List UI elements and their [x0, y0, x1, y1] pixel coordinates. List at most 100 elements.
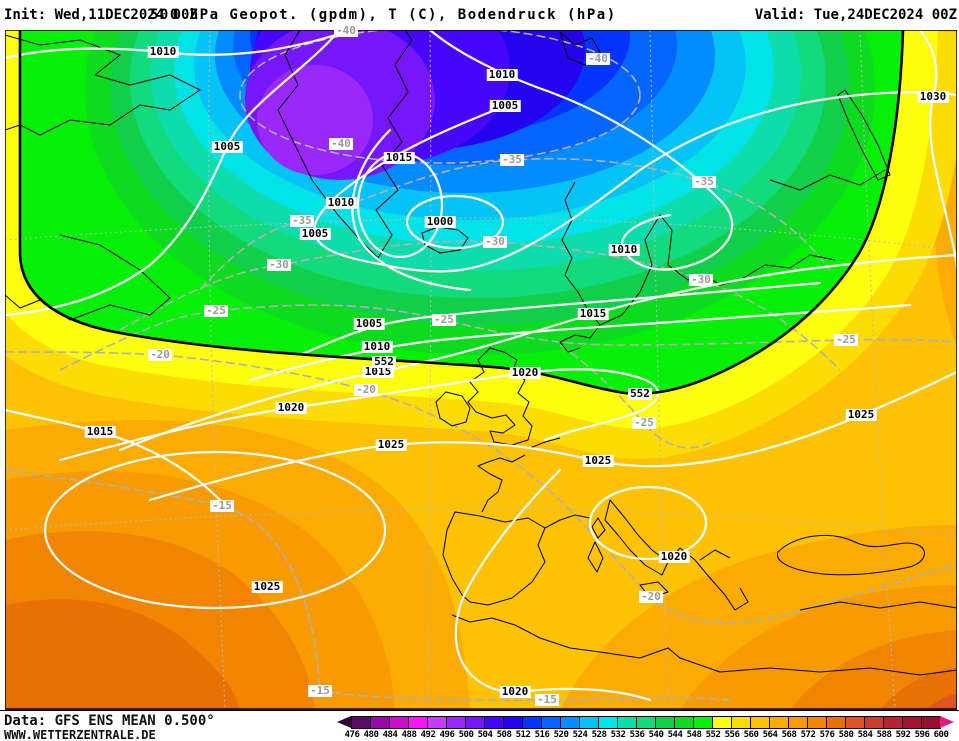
colorbar-tick-label: 504 — [477, 730, 493, 740]
colorbar-cell — [713, 717, 732, 728]
colorbar-cell — [637, 717, 656, 728]
colorbar-cell — [827, 717, 846, 728]
colorbar-tick-label: 600 — [933, 730, 949, 740]
colorbar-right-arrow — [940, 716, 954, 728]
temperature-label: -40 — [334, 24, 358, 37]
title-bar: Init: Wed,11DEC2024 00Z 500 hPa Geopot. … — [0, 0, 959, 30]
colorbar-tick-label: 516 — [534, 730, 550, 740]
isobar-label: 1025 — [375, 438, 407, 451]
colorbar-tick-label: 476 — [344, 730, 360, 740]
colorbar-tick-label: 596 — [914, 730, 930, 740]
temperature-label: -30 — [267, 258, 291, 271]
isobar-label: 1010 — [608, 243, 640, 256]
graticule — [5, 30, 957, 710]
colorbar-cell — [390, 717, 409, 728]
colorbar-tick-label: 556 — [724, 730, 740, 740]
colorbar-tick-label: 536 — [629, 730, 645, 740]
geopotential-label: 552 — [628, 387, 652, 400]
map-frame — [5, 30, 957, 710]
colorbar-tick-label: 564 — [762, 730, 778, 740]
colorbar-tick-label: 528 — [591, 730, 607, 740]
colorbar-cell — [542, 717, 561, 728]
colorbar-tick-label: 520 — [553, 730, 569, 740]
colorbar-tick-label: 500 — [458, 730, 474, 740]
colorbar-cell — [523, 717, 542, 728]
map-title: 500 hPa Geopot. (gpdm), T (C), Bodendruc… — [150, 7, 617, 23]
colorbar-tick-label: 484 — [382, 730, 398, 740]
colorbar-tick-label: 480 — [363, 730, 379, 740]
temperature-label: -35 — [692, 175, 716, 188]
temperature-label: -40 — [329, 137, 353, 150]
colorbar-cell — [922, 717, 940, 728]
colorbar-cell — [580, 717, 599, 728]
isobar-label: 1020 — [499, 685, 531, 698]
colorbar: 476 480 484 488 492 496 500 504 508 512 516 520 524 5… — [337, 716, 957, 741]
colorbar-cell — [903, 717, 922, 728]
temperature-label: -30 — [483, 235, 507, 248]
temperature-label: -30 — [689, 273, 713, 286]
colorbar-left-arrow — [337, 716, 351, 728]
colorbar-tick-label: 580 — [838, 730, 854, 740]
isobar-label: 1020 — [275, 401, 307, 414]
isobar-label: 1005 — [353, 317, 385, 330]
weather-map-svg — [5, 30, 957, 710]
colorbar-tick-label: 492 — [420, 730, 436, 740]
geopotential-552-contour — [18, 30, 905, 395]
isobar-label: 1015 — [383, 151, 415, 164]
colorbar-cell — [846, 717, 865, 728]
colorbar-tick-label: 548 — [686, 730, 702, 740]
colorbar-cell — [352, 717, 371, 728]
isobar-label: 1005 — [489, 99, 521, 112]
colorbar-tick-label: 488 — [401, 730, 417, 740]
website-label: WWW.WETTERZENTRALE.DE — [4, 728, 156, 741]
colorbar-tick-label: 560 — [743, 730, 759, 740]
isobar-label: 1020 — [658, 550, 690, 563]
colorbar-cell — [656, 717, 675, 728]
colorbar-cell — [789, 717, 808, 728]
colorbar-tick-label: 568 — [781, 730, 797, 740]
colorbar-cell — [447, 717, 466, 728]
colorbar-cell — [770, 717, 789, 728]
colorbar-cell — [466, 717, 485, 728]
isobar-label: 1025 — [845, 408, 877, 421]
colorbar-tick-label: 576 — [819, 730, 835, 740]
colorbar-cell — [732, 717, 751, 728]
colorbar-cell — [618, 717, 637, 728]
colorbar-tick-label: 592 — [895, 730, 911, 740]
colorbar-cell — [428, 717, 447, 728]
footer: Data: GFS ENS MEAN 0.500° WWW.WETTERZENT… — [0, 710, 959, 741]
colorbar-cell — [751, 717, 770, 728]
isobar-label: 1025 — [251, 580, 283, 593]
colorbar-cell — [808, 717, 827, 728]
colorbar-tick-label: 508 — [496, 730, 512, 740]
temperature-label: -15 — [308, 684, 332, 697]
isobar-label: 1015 — [577, 307, 609, 320]
colorbar-cell — [561, 717, 580, 728]
valid-time-label: Valid: Tue,24DEC2024 00Z — [754, 7, 957, 23]
init-time-label: Init: Wed,11DEC2024 00Z — [4, 7, 198, 23]
colorbar-tick-label: 496 — [439, 730, 455, 740]
map-canvas — [0, 30, 959, 710]
isobar-label: 1015 — [362, 365, 394, 378]
temperature-label: -25 — [834, 333, 858, 346]
colorbar-cells — [351, 716, 941, 729]
colorbar-tick-label: 532 — [610, 730, 626, 740]
isobar-label: 1010 — [147, 45, 179, 58]
temperature-label: -40 — [586, 52, 610, 65]
colorbar-cell — [865, 717, 884, 728]
isobar-label: 1025 — [582, 454, 614, 467]
temperature-label: -35 — [290, 214, 314, 227]
isobar-label: 1010 — [325, 196, 357, 209]
colorbar-tick-label: 512 — [515, 730, 531, 740]
isobar-label: 1020 — [509, 366, 541, 379]
colorbar-cell — [599, 717, 618, 728]
colorbar-cell — [694, 717, 713, 728]
coastlines — [5, 30, 957, 676]
temperature-label: -20 — [148, 348, 172, 361]
temperature-label: -25 — [632, 416, 656, 429]
temperature-label: -25 — [204, 304, 228, 317]
temperature-label: -15 — [535, 693, 559, 706]
isobar-label: 1010 — [361, 340, 393, 353]
isobar-label: 1000 — [424, 215, 456, 228]
